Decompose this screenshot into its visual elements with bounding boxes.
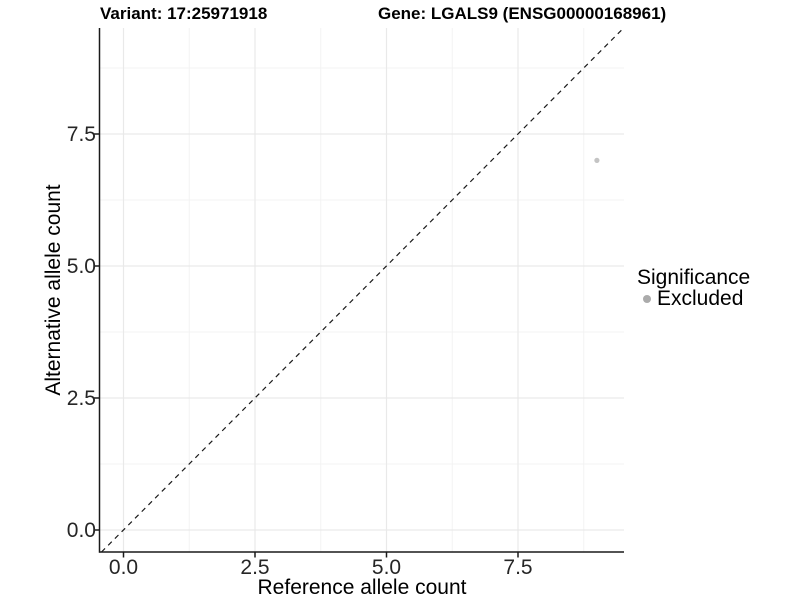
x-axis-title: Reference allele count [257,576,467,599]
x-tick-label-0.0: 0.0 [108,556,139,579]
x-tick-label-5.0: 5.0 [371,556,402,579]
y-axis-title: Alternative allele count [42,184,65,396]
x-tick-label-7.5: 7.5 [503,556,533,579]
data-point [594,157,600,163]
grid-minor [100,28,624,552]
x-tick-label-2.5: 2.5 [240,556,270,579]
y-tick-label-7.5: 7.5 [66,122,96,146]
identity-reference-line [101,27,625,553]
grid-major [100,28,624,552]
legend-entry-excluded: Excluded [657,287,744,310]
variant-title: Variant: 17:25971918 [100,4,268,23]
axis-ticks [94,133,519,558]
legend-title: Significance [637,266,751,289]
y-tick-label-2.5: 2.5 [66,386,96,410]
axis-lines [98,28,624,553]
y-tick-label-0.0: 0.0 [66,518,96,542]
y-tick-label-5.0: 5.0 [66,254,96,278]
legend-key-circle-icon [643,295,651,303]
data-points-layer [594,157,600,163]
gene-title: Gene: LGALS9 (ENSG00000168961) [378,4,667,23]
